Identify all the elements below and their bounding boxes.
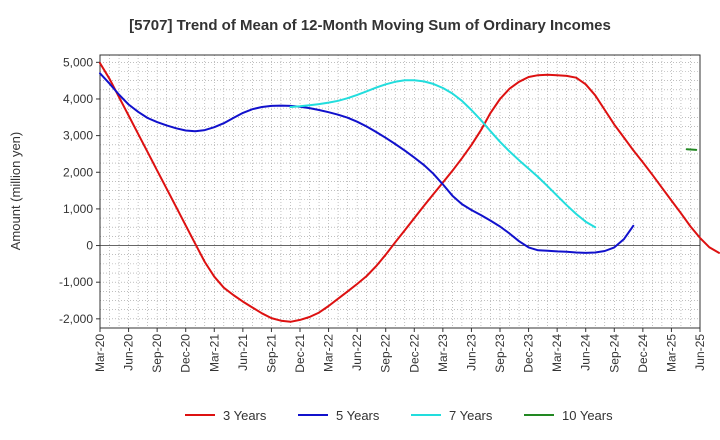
x-tick-label: Jun-21 [236,334,250,371]
y-axis-ticks: -2,000 -1,000 0 1,000 2,000 3,000 4,000 5,000 [59,55,100,326]
plot-area-frame [99,54,701,329]
y-tick-label: 2,000 [63,165,93,179]
x-tick-label: Jun-24 [579,334,593,371]
x-tick-label: Mar-22 [322,334,336,372]
y-tick-label: 4,000 [63,92,93,106]
x-tick-label: Dec-23 [522,334,536,373]
x-tick-label: Sep-23 [493,334,507,373]
x-tick-label: Jun-20 [122,334,136,371]
y-tick-label: -1,000 [59,275,93,289]
x-tick-label: Sep-24 [607,334,621,373]
x-tick-label: Mar-21 [207,334,221,372]
x-tick-label: Jun-22 [350,334,364,371]
x-tick-label: Jun-23 [464,334,478,371]
series-line-3-years [99,62,720,323]
series-line-7-years [289,79,597,229]
x-tick-label: Sep-21 [264,334,278,373]
grid-lines [100,55,700,328]
x-tick-label: Jun-25 [693,334,707,371]
x-tick-label: Dec-20 [179,334,193,373]
legend-label-7-years: 7 Years [449,408,493,423]
legend-label-10-years: 10 Years [562,408,613,423]
y-tick-label: 1,000 [63,202,93,216]
x-tick-label: Sep-20 [150,334,164,373]
legend: 3 Years 5 Years 7 Years 10 Years [185,408,613,423]
y-tick-label: 0 [86,239,93,253]
x-tick-label: Dec-22 [407,334,421,373]
series-line-5-years [99,72,635,254]
y-tick-label: 3,000 [63,129,93,143]
x-tick-label: Mar-23 [436,334,450,372]
legend-label-5-years: 5 Years [336,408,380,423]
x-tick-label: Mar-20 [93,334,107,372]
series-line-10-years [685,148,698,151]
x-tick-label: Mar-25 [664,334,678,372]
y-axis-label: Amount (million yen) [8,132,23,251]
x-tick-label: Dec-21 [293,334,307,373]
series-lines [99,62,720,323]
x-tick-label: Sep-22 [379,334,393,373]
x-axis-ticks: Mar-20 Jun-20 Sep-20 Dec-20 Mar-21 Jun-21 Sep-… [93,328,707,373]
y-tick-label: 5,000 [63,55,93,69]
x-tick-label: Mar-24 [550,334,564,372]
y-tick-label: -2,000 [59,312,93,326]
x-tick-label: Dec-24 [636,334,650,373]
legend-label-3-years: 3 Years [223,408,267,423]
chart-title: [5707] Trend of Mean of 12-Month Moving … [129,17,611,34]
